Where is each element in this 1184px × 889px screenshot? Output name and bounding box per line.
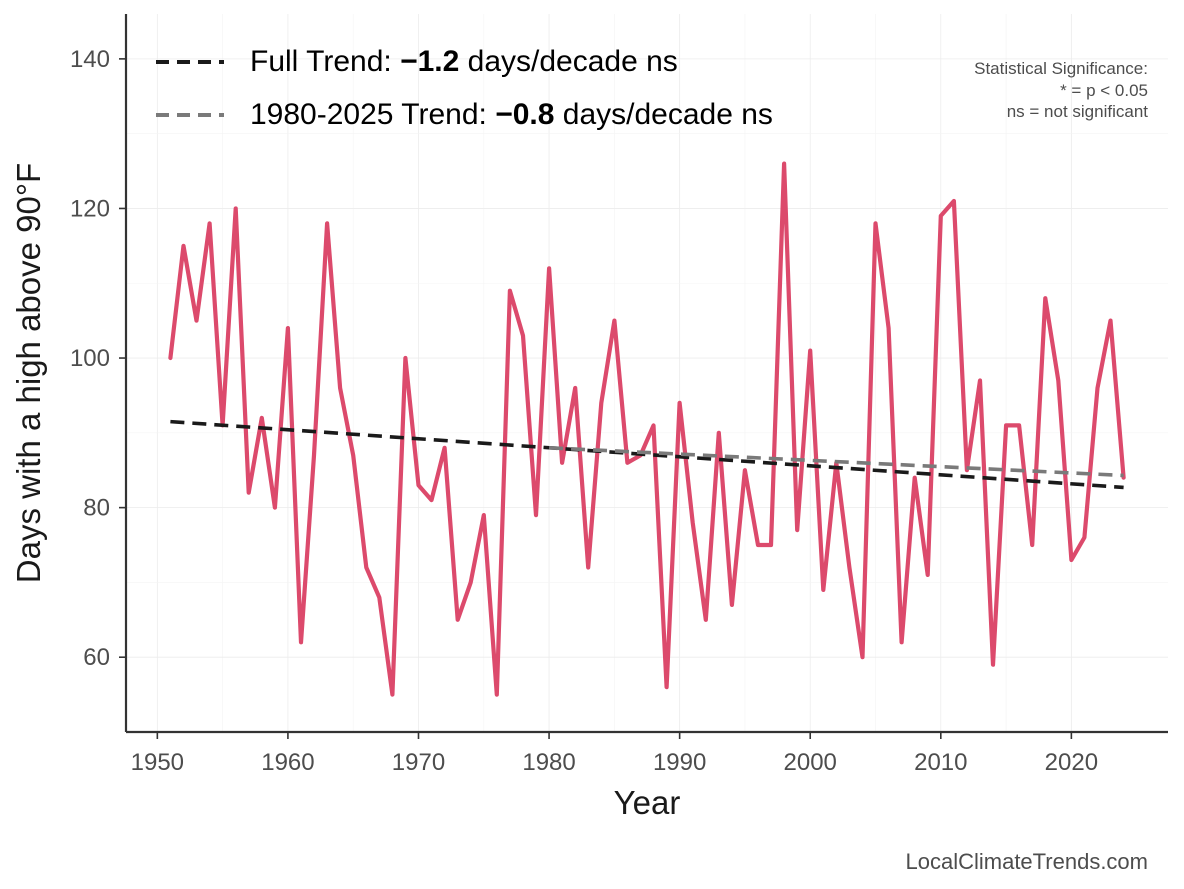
y-tick-label: 120	[70, 195, 110, 222]
x-axis-title: Year	[614, 784, 681, 821]
x-tick-label: 1950	[131, 749, 184, 776]
y-tick-label: 140	[70, 46, 110, 73]
y-tick-label: 60	[83, 644, 110, 671]
x-tick-label: 2020	[1045, 749, 1098, 776]
significance-note-p: * = p < 0.05	[1060, 81, 1148, 100]
legend-entry-slope: −1.2	[400, 45, 459, 78]
y-axis-title: Days with a high above 90°F	[10, 163, 47, 583]
y-tick-label: 100	[70, 345, 110, 372]
legend-entry-suffix: days/decade ns	[459, 45, 677, 78]
gridlines	[126, 14, 1168, 732]
credit-text: LocalClimateTrends.com	[906, 849, 1149, 874]
recent-trend-line	[548, 445, 1124, 478]
x-axis-ticks: 1950 1960 1970 1980 1990 2000 2010 2020	[131, 732, 1098, 776]
significance-note-title: Statistical Significance:	[974, 59, 1148, 78]
legend-entry-suffix: days/decade ns	[554, 98, 772, 131]
x-tick-label: 1960	[261, 749, 314, 776]
series-line	[168, 161, 1126, 697]
x-tick-label: 2010	[914, 749, 967, 776]
x-tick-label: 1990	[653, 749, 706, 776]
legend-entry-prefix: Full Trend:	[250, 45, 400, 78]
trend-lines	[170, 419, 1124, 490]
data-series	[168, 161, 1126, 697]
y-axis-ticks: 60 80 100 120 140	[70, 46, 126, 671]
legend-entry-prefix: 1980-2025 Trend:	[250, 98, 495, 131]
x-tick-label: 1980	[522, 749, 575, 776]
legend: Full Trend: −1.2 days/decade ns 1980-202…	[156, 45, 773, 131]
y-tick-label: 80	[83, 495, 110, 522]
significance-note: Statistical Significance: * = p < 0.05 n…	[974, 59, 1148, 121]
legend-entry-recent-trend: 1980-2025 Trend: −0.8 days/decade ns	[250, 98, 773, 131]
x-tick-label: 2000	[784, 749, 837, 776]
legend-entry-full-trend: Full Trend: −1.2 days/decade ns	[250, 45, 678, 78]
significance-note-ns: ns = not significant	[1007, 102, 1149, 121]
full-trend-line	[170, 419, 1124, 490]
legend-entry-slope: −0.8	[495, 98, 554, 131]
x-tick-label: 1970	[392, 749, 445, 776]
